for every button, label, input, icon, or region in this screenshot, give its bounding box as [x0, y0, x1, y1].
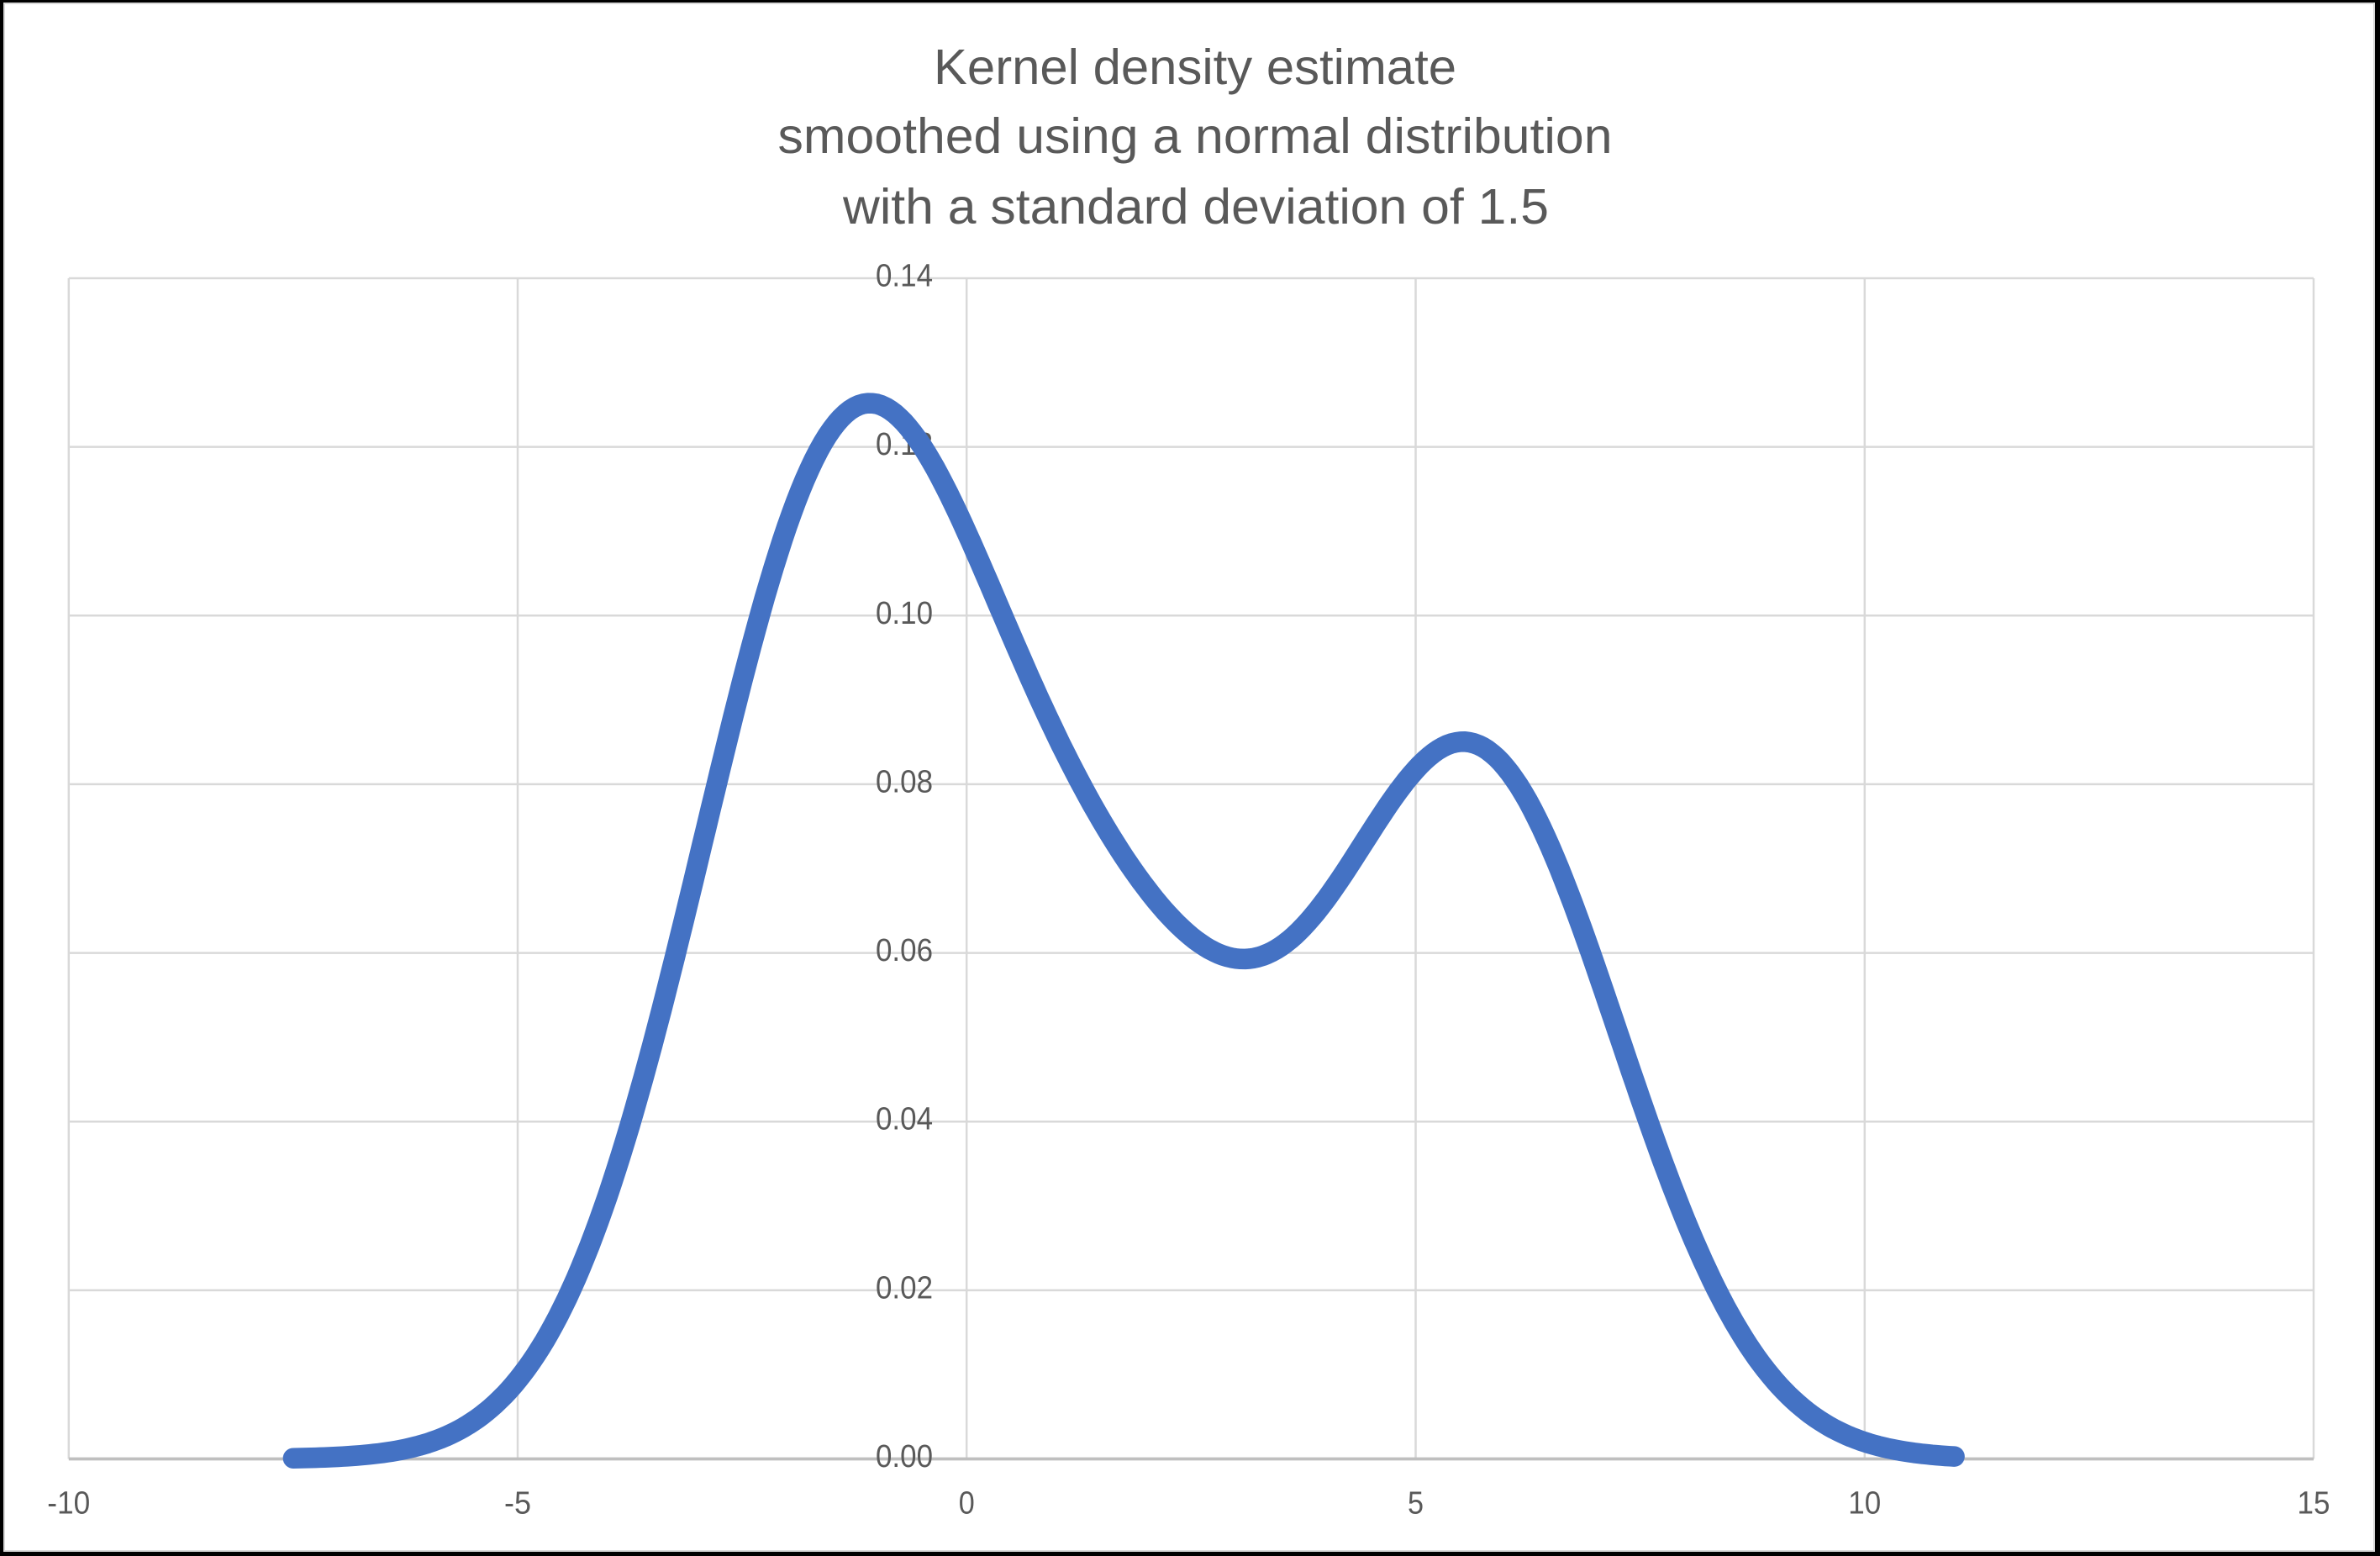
svg-text:with a standard deviation of 1: with a standard deviation of 1.5	[842, 179, 1549, 235]
svg-text:-10: -10	[47, 1486, 90, 1522]
svg-text:10: 10	[1848, 1486, 1881, 1522]
svg-text:0.06: 0.06	[876, 933, 933, 968]
svg-text:0.00: 0.00	[876, 1439, 933, 1474]
svg-text:0.08: 0.08	[876, 764, 933, 799]
svg-text:0.10: 0.10	[876, 596, 933, 631]
svg-text:0.04: 0.04	[876, 1102, 933, 1137]
svg-text:-5: -5	[504, 1486, 531, 1522]
svg-text:15: 15	[2298, 1486, 2330, 1522]
svg-text:0: 0	[959, 1486, 975, 1522]
svg-text:Kernel density estimate: Kernel density estimate	[934, 40, 1456, 95]
svg-text:5: 5	[1408, 1486, 1424, 1522]
svg-text:smoothed using a normal distri: smoothed using a normal distribution	[778, 108, 1613, 164]
svg-text:0.14: 0.14	[876, 259, 933, 294]
svg-text:0.02: 0.02	[876, 1270, 933, 1305]
